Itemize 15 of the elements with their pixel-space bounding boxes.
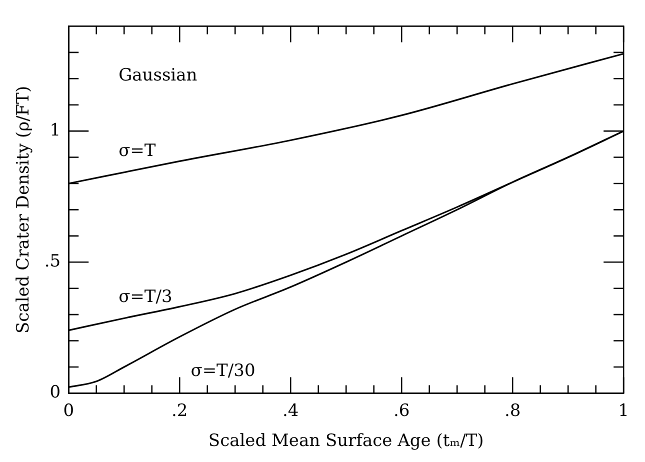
- x-tick-label: 0: [63, 400, 74, 421]
- x-tick-label: .8: [504, 400, 521, 421]
- y-tick-label: 1: [50, 120, 61, 140]
- x-tick-label: .4: [282, 400, 299, 421]
- annotation: Gaussian: [118, 66, 198, 86]
- x-tick-label: 1: [618, 400, 630, 421]
- y-tick-label: 0: [50, 382, 61, 403]
- y-tick-label: .5: [44, 252, 61, 272]
- series-label: σ=T: [118, 140, 156, 161]
- x-axis-title: Scaled Mean Surface Age (tₘ/T): [208, 431, 484, 452]
- series-label: σ=T/3: [118, 286, 172, 307]
- series-label: σ=T/30: [190, 360, 256, 381]
- y-axis-title: Scaled Crater Density (ρ/FT): [14, 86, 34, 334]
- x-tick-label: .6: [393, 400, 410, 421]
- x-tick-label: .2: [171, 400, 188, 421]
